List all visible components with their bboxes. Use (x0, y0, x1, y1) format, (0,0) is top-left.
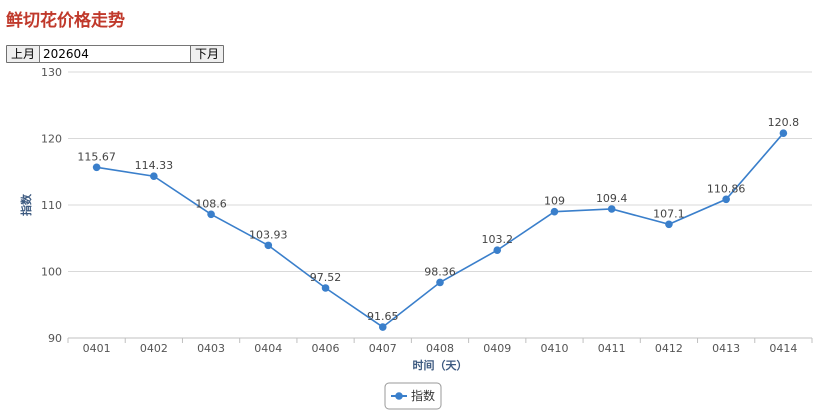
data-point[interactable] (436, 278, 444, 287)
legend-box[interactable] (384, 382, 442, 410)
y-tick-label: 110 (41, 199, 62, 212)
data-label: 109 (544, 195, 565, 208)
prev-month-button[interactable]: 上月 (6, 45, 41, 63)
y-tick-label: 100 (41, 266, 62, 279)
data-label: 107.1 (653, 207, 685, 220)
data-label: 98.36 (424, 265, 456, 278)
x-tick-label: 0403 (197, 342, 225, 355)
data-label: 103.93 (249, 228, 288, 241)
data-point[interactable] (665, 220, 673, 229)
data-point[interactable] (264, 241, 273, 250)
data-point[interactable] (92, 163, 101, 172)
data-label: 110.86 (707, 182, 746, 195)
x-tick-label: 0412 (655, 342, 683, 355)
data-label: 115.67 (77, 150, 116, 163)
x-tick-label: 0401 (83, 342, 111, 355)
page-title: 鲜切花价格走势 (6, 11, 125, 31)
x-tick-label: 0414 (769, 342, 797, 355)
x-tick-label: 0409 (483, 342, 511, 355)
next-month-button[interactable]: 下月 (190, 45, 225, 63)
data-label: 91.65 (367, 310, 399, 323)
x-tick-label: 0413 (712, 342, 740, 355)
data-label: 103.2 (481, 233, 513, 246)
x-tick-label: 0407 (369, 342, 397, 355)
data-point[interactable] (207, 210, 215, 219)
x-tick-label: 0404 (254, 342, 282, 355)
data-point[interactable] (150, 172, 158, 181)
x-tick-label: 0411 (598, 342, 626, 355)
data-point[interactable] (722, 195, 730, 204)
x-axis-title: 时间（天） (413, 358, 468, 372)
x-tick-label: 0410 (540, 342, 568, 355)
data-label: 109.4 (596, 192, 628, 205)
line-marker-icon (391, 392, 407, 400)
x-tick-label: 0406 (312, 342, 340, 355)
legend-label: 指数 (411, 388, 435, 403)
month-controls: 上月 下月 (6, 45, 225, 63)
data-label: 120.8 (768, 116, 800, 129)
legend[interactable]: 指数 (384, 382, 442, 410)
y-tick-label: 90 (48, 332, 62, 345)
month-input[interactable] (39, 45, 192, 63)
data-point[interactable] (607, 205, 616, 213)
y-tick-label: 120 (41, 133, 62, 146)
x-axis: 0401 0402 0403 0404 0406 0407 0408 0409 0410 0411… (67, 337, 813, 355)
data-point[interactable] (493, 246, 502, 255)
data-label: 108.6 (195, 197, 227, 210)
series-group: 115.67 114.33 108.6 103.93 97.52 91.65 98.36 10… (77, 116, 799, 331)
y-axis-title: 指数 (19, 193, 33, 216)
data-point[interactable] (779, 129, 788, 137)
y-axis: 90 100 110 120 130 (41, 66, 62, 345)
data-label: 97.52 (310, 271, 342, 284)
data-point[interactable] (321, 284, 330, 292)
x-tick-label: 0408 (426, 342, 454, 355)
x-tick-label: 0402 (140, 342, 168, 355)
data-point[interactable] (378, 323, 387, 331)
data-label: 114.33 (135, 159, 174, 172)
series-line (96, 132, 784, 329)
data-point[interactable] (550, 207, 559, 216)
grid-lines (68, 71, 812, 339)
y-tick-label: 130 (41, 66, 62, 79)
